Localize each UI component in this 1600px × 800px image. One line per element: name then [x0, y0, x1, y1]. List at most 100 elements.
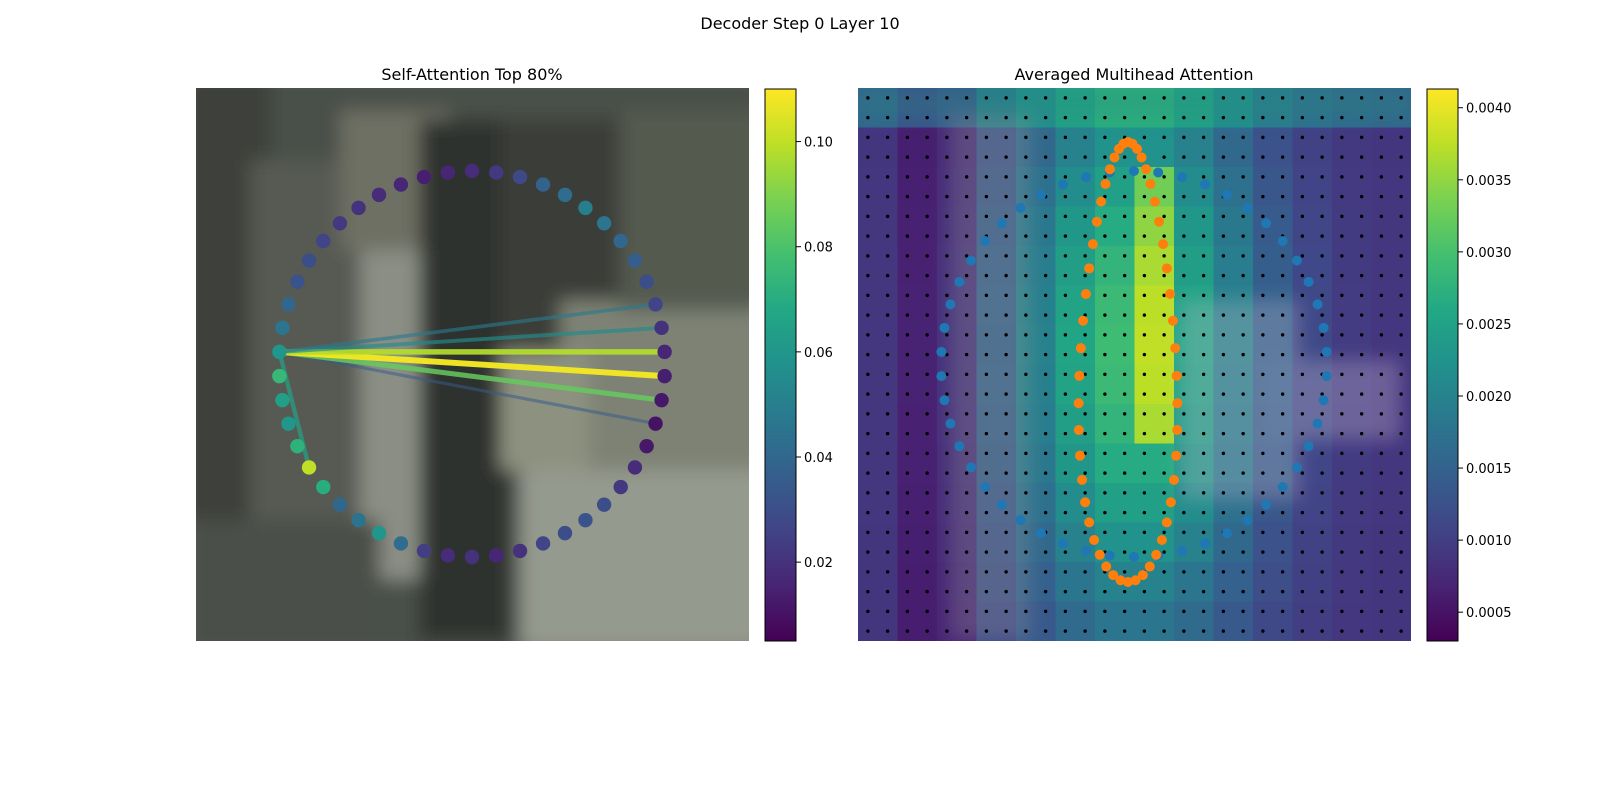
heatmap-cell — [1292, 206, 1333, 247]
attention-node — [657, 344, 672, 360]
grid-dot — [1221, 96, 1226, 100]
attention-edge — [277, 350, 658, 426]
grid-dot — [1201, 589, 1206, 594]
heatmap-cell — [1253, 522, 1293, 563]
keypoint-orange — [1158, 239, 1169, 250]
grid-dot — [925, 194, 929, 199]
grid-dot — [1379, 234, 1384, 238]
grid-dot — [1162, 135, 1166, 140]
grid-dot — [1261, 589, 1265, 594]
grid-dot — [964, 471, 969, 475]
grid-dot — [905, 372, 910, 377]
keypoint-blue — [1242, 515, 1253, 526]
grid-dot — [984, 510, 989, 515]
grid-dot — [1300, 175, 1305, 179]
heatmap-cell — [1253, 127, 1293, 168]
grid-dot — [945, 155, 949, 159]
grid-dot — [1004, 471, 1008, 475]
grid-dot — [925, 412, 929, 416]
grid-dot — [964, 412, 969, 416]
grid-dot — [1043, 550, 1048, 554]
heatmap-cell — [1253, 167, 1293, 207]
grid-dot — [1083, 471, 1087, 475]
grid-dot — [1004, 96, 1008, 100]
grid-dot — [1122, 372, 1127, 377]
heatmap-cell — [1174, 127, 1214, 168]
keypoint-orange — [1073, 424, 1084, 435]
grid-dot — [885, 175, 890, 179]
grid-dot — [1201, 392, 1206, 396]
grid-dot — [964, 491, 969, 495]
grid-dot — [1399, 392, 1403, 396]
keypoint-blue — [1104, 550, 1115, 561]
grid-dot — [984, 372, 989, 377]
grid-dot — [1280, 530, 1285, 535]
grid-dot — [1359, 570, 1364, 574]
grid-dot — [1142, 214, 1147, 219]
keypoint-blue — [1318, 395, 1329, 406]
grid-dot — [1043, 135, 1048, 140]
grid-dot — [925, 372, 929, 377]
grid-dot — [1122, 471, 1127, 475]
heatmap-cell — [1253, 562, 1293, 602]
grid-dot — [1004, 451, 1008, 456]
grid-dot — [885, 352, 890, 357]
grid-dot — [1063, 313, 1068, 317]
grid-dot — [1320, 234, 1324, 238]
grid-dot — [1399, 451, 1403, 456]
grid-dot — [1043, 96, 1048, 100]
grid-dot — [1182, 352, 1186, 357]
grid-dot — [1340, 96, 1344, 100]
grid-dot — [1103, 273, 1107, 278]
grid-dot — [964, 194, 969, 199]
grid-dot — [1201, 609, 1206, 614]
attention-node — [316, 233, 331, 249]
grid-dot — [925, 609, 929, 614]
grid-dot — [1399, 589, 1403, 594]
grid-dot — [1142, 293, 1147, 298]
grid-dot — [1340, 293, 1344, 298]
grid-dot — [1103, 333, 1107, 337]
grid-dot — [1004, 609, 1008, 614]
keypoint-orange — [1165, 289, 1176, 300]
grid-dot — [1300, 115, 1305, 120]
grid-dot — [984, 333, 989, 337]
grid-dot — [1122, 214, 1127, 219]
grid-dot — [1300, 372, 1305, 377]
grid-dot — [1063, 550, 1068, 554]
heatmap-cell — [1095, 246, 1135, 286]
grid-dot — [1300, 214, 1305, 219]
keypoint-orange — [1156, 534, 1167, 545]
grid-dot — [1379, 135, 1384, 140]
grid-dot — [1142, 392, 1147, 396]
keypoint-blue — [980, 482, 991, 493]
grid-dot — [866, 352, 870, 357]
heatmap-cell — [1292, 601, 1333, 641]
grid-dot — [945, 254, 949, 258]
grid-dot — [1320, 96, 1324, 100]
grid-dot — [1379, 431, 1384, 436]
grid-dot — [905, 352, 910, 357]
keypoint-blue — [996, 499, 1007, 510]
grid-dot — [1280, 550, 1285, 554]
grid-dot — [1122, 115, 1127, 120]
grid-dot — [984, 530, 989, 535]
grid-dot — [925, 550, 929, 554]
grid-dot — [1379, 96, 1384, 100]
grid-dot — [1004, 629, 1008, 633]
grid-dot — [964, 135, 969, 140]
keypoint-blue — [1129, 552, 1139, 562]
grid-dot — [1182, 392, 1186, 396]
heatmap-cell — [1292, 562, 1333, 602]
grid-dot — [964, 313, 969, 317]
grid-dot — [1043, 214, 1048, 219]
multihead-title: Averaged Multihead Attention — [1015, 65, 1254, 84]
grid-dot — [1142, 273, 1147, 278]
grid-dot — [885, 589, 890, 594]
grid-dot — [1103, 214, 1107, 219]
heatmap-cell — [858, 601, 898, 641]
grid-dot — [1182, 412, 1186, 416]
keypoint-blue — [1015, 202, 1026, 213]
grid-dot — [1182, 530, 1186, 535]
grid-dot — [1043, 471, 1048, 475]
